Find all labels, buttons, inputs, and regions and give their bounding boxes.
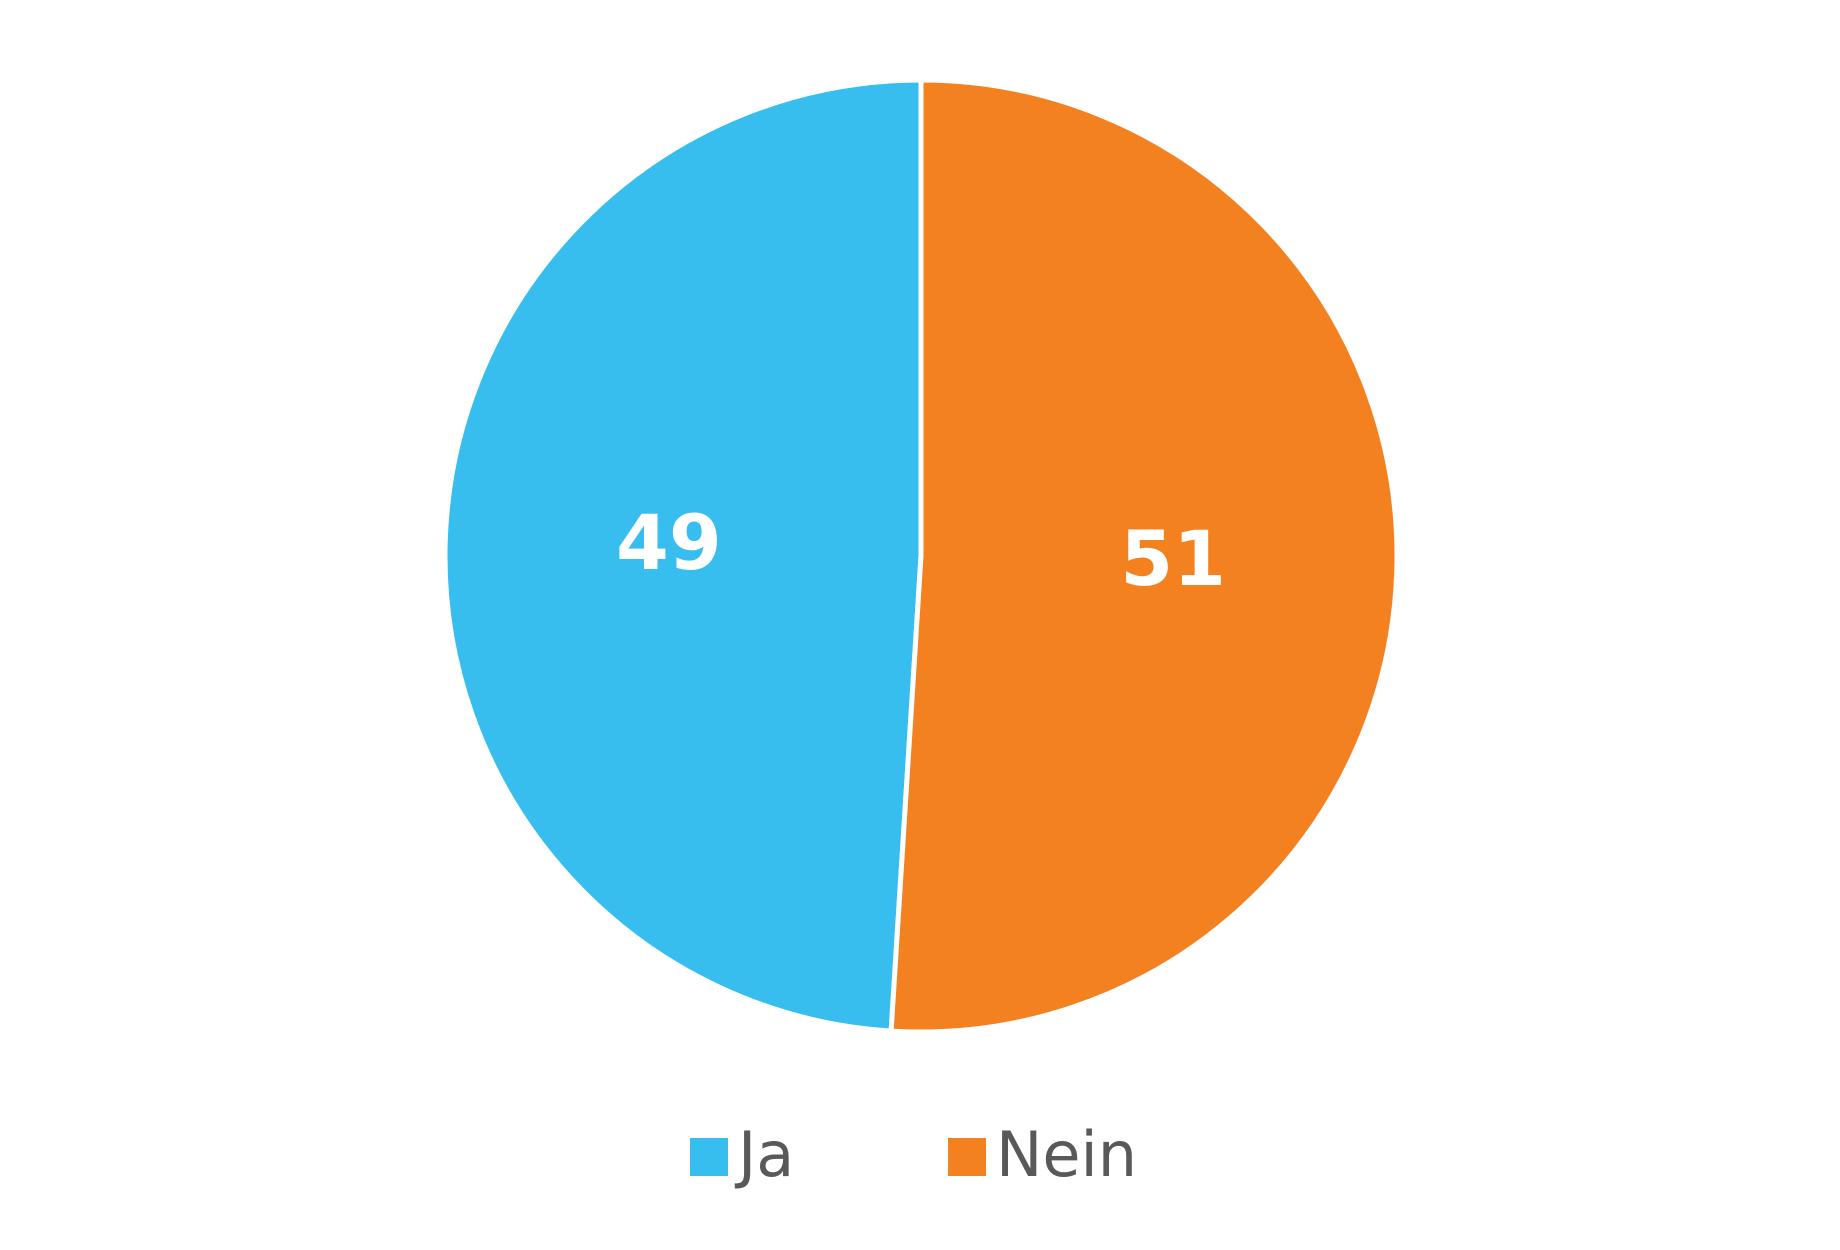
legend-swatch	[690, 1138, 728, 1176]
legend-label: Ja	[734, 1118, 794, 1191]
pie-slice	[888, 77, 1400, 1035]
legend-swatch	[948, 1138, 986, 1176]
pie-slice	[442, 77, 924, 1034]
data-label: 51	[1120, 514, 1226, 603]
legend-label: Nein	[996, 1118, 1137, 1191]
data-label: 49	[616, 498, 722, 587]
